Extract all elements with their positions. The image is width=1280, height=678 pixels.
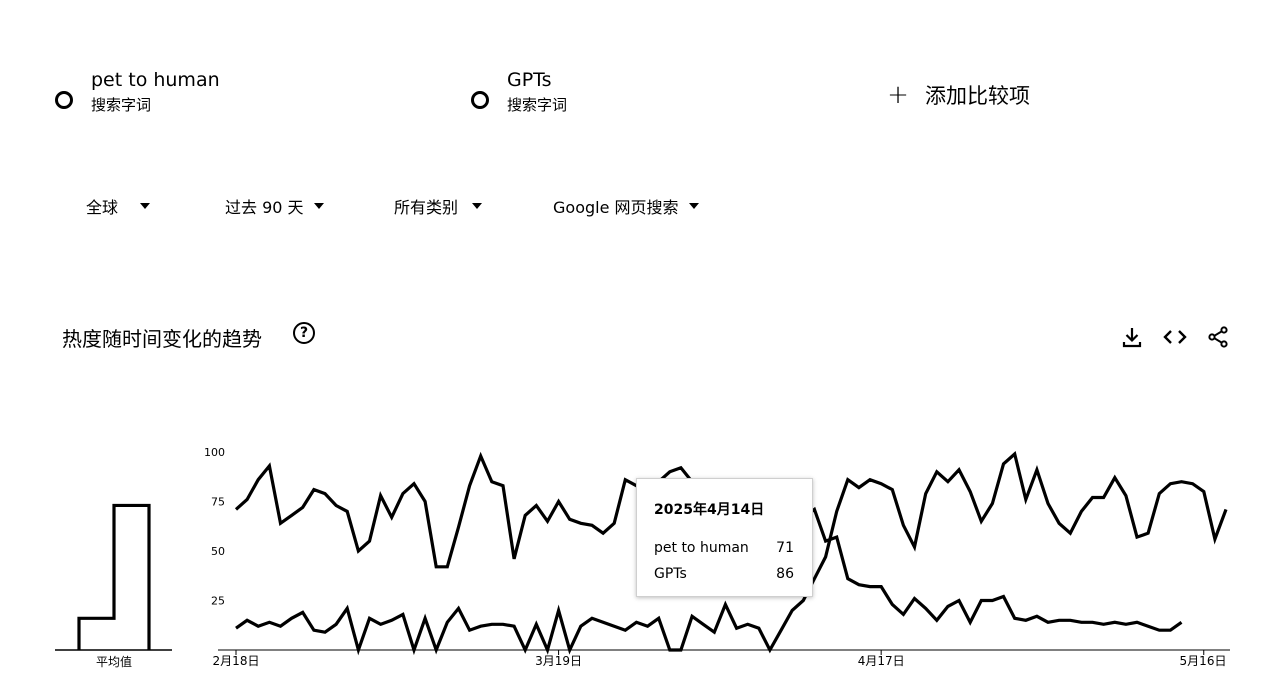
tooltip-date: 2025年4月14日 [654,502,765,518]
series-line-2 [235,451,1228,656]
x-tick-label: 4月17日 [858,654,905,668]
tooltip-term-2-value: 86 [776,566,794,582]
tooltip-term-1-name: pet to human [654,540,749,556]
caret-down-icon [688,203,699,209]
average-bars [55,503,172,651]
x-tick-label: 5月16日 [1180,654,1227,668]
add-comparison-button[interactable]: + 添加比较项 [887,80,1030,110]
y-tick-label: 75 [211,496,225,509]
filter-time-range-label: 过去 90 天 [225,198,304,217]
section-title: 热度随时间变化的趋势 [62,327,262,351]
term-2-name[interactable]: GPTs [507,69,552,91]
y-tick-label: 100 [204,446,225,459]
filter-category-label: 所有类别 [394,198,459,217]
filter-time-range[interactable]: 过去 90 天 [225,194,324,218]
x-tick-label: 3月19日 [535,654,582,668]
embed-code-icon[interactable] [1163,325,1187,349]
caret-down-icon [140,203,151,209]
question-circle-icon[interactable]: ? [293,322,315,344]
average-bar-2 [114,505,149,650]
term-1-color-marker [55,91,73,109]
tooltip-row-term-1: pet to human 71 [654,540,794,556]
term-1-name[interactable]: pet to human [91,69,220,91]
chart-tooltip: 2025年4月14日 pet to human 71 GPTs 86 [636,478,813,597]
tooltip-term-2-name: GPTs [654,566,687,582]
average-bar-1 [79,618,114,650]
term-2-type: 搜索字词 [507,96,568,114]
y-tick-label: 25 [211,595,225,608]
download-icon[interactable] [1120,325,1144,349]
tooltip-row-term-2: GPTs 86 [654,566,794,582]
caret-down-icon [472,203,483,209]
share-icon[interactable] [1206,325,1230,349]
tooltip-term-1-value: 71 [776,540,794,556]
filter-region-label: 全球 [86,198,119,217]
filter-search-type-label: Google 网页搜索 [553,198,679,217]
y-tick-label: 50 [211,545,225,558]
trend-chart: 平均值 100 75 50 25 2月18日 3月19日 4月17日 5月16日 [55,446,1230,669]
add-comparison-label: 添加比较项 [925,84,1030,108]
average-label: 平均值 [96,654,132,669]
term-1-type: 搜索字词 [91,96,152,114]
filter-region[interactable]: 全球 [86,194,151,218]
caret-down-icon [313,203,324,209]
plus-icon: + [887,80,909,110]
filter-search-type[interactable]: Google 网页搜索 [553,194,699,218]
x-tick-label: 2月18日 [213,654,260,668]
term-2-color-marker [471,91,489,109]
average-bar-outline [77,503,151,650]
filter-category[interactable]: 所有类别 [394,194,483,218]
